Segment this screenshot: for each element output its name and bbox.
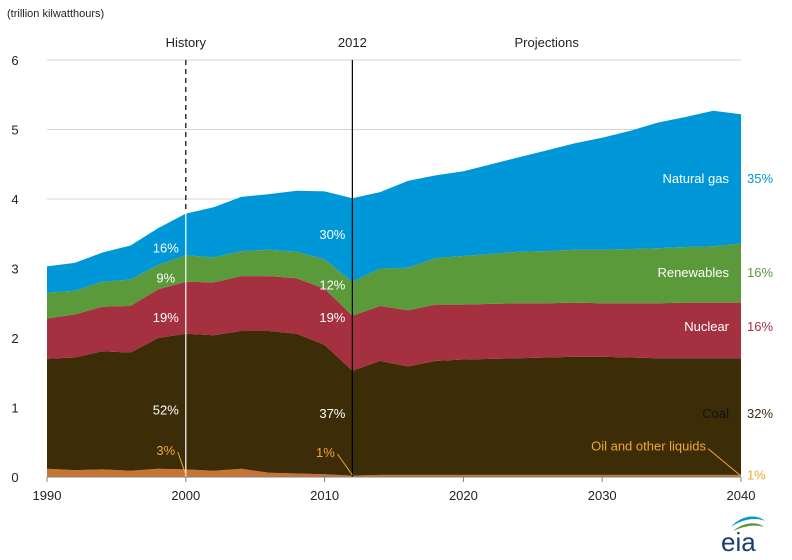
area-series bbox=[47, 110, 741, 477]
annotation-leader-line bbox=[337, 453, 353, 476]
x-tick-label: 2030 bbox=[588, 488, 617, 503]
area-coal bbox=[47, 331, 741, 476]
x-tick-label: 2000 bbox=[171, 488, 200, 503]
logo-swoosh-blue bbox=[731, 516, 765, 527]
x-tick-label: 2040 bbox=[727, 488, 756, 503]
x-tick-label: 2020 bbox=[449, 488, 478, 503]
area-nuclear bbox=[47, 276, 741, 371]
axis-ticks: 0 1 2 3 4 5 6 1990 2000 2010 2020 2030 2040 bbox=[11, 53, 755, 503]
y-tick-label: 5 bbox=[11, 123, 18, 138]
share-annotation: 19% bbox=[153, 310, 179, 325]
area-renewables bbox=[47, 243, 741, 319]
series-label: Coal bbox=[702, 406, 729, 421]
series-share: 16% bbox=[747, 265, 773, 280]
share-annotation: 12% bbox=[319, 277, 345, 292]
logo-swoosh-green bbox=[733, 523, 764, 531]
y-tick-label: 3 bbox=[11, 262, 18, 277]
share-annotation: 1% bbox=[316, 445, 335, 460]
share-annotation: 19% bbox=[319, 310, 345, 325]
y-tick-label: 0 bbox=[11, 470, 18, 485]
share-annotation: 37% bbox=[319, 406, 345, 421]
section-label: Projections bbox=[515, 35, 580, 50]
series-share: 1% bbox=[747, 468, 766, 483]
x-tick-label: 1990 bbox=[33, 488, 62, 503]
series-share: 35% bbox=[747, 171, 773, 186]
logo-text: eia bbox=[721, 527, 756, 557]
y-tick-label: 4 bbox=[11, 192, 18, 207]
series-label: Nuclear bbox=[684, 319, 729, 334]
oil-leader-line bbox=[707, 448, 742, 477]
period-markers bbox=[185, 60, 353, 477]
area-oil-and-other-liquids bbox=[47, 468, 741, 477]
annotation-leader-line bbox=[177, 451, 187, 476]
series-label: Oil and other liquids bbox=[591, 439, 706, 454]
eia-logo: eia bbox=[721, 516, 765, 557]
y-tick-label: 2 bbox=[11, 331, 18, 346]
share-annotation: 3% bbox=[156, 443, 175, 458]
series-label: Renewables bbox=[657, 265, 729, 280]
unit-label: (trillion kilwatthours) bbox=[7, 8, 104, 20]
chart-labels: History 2012 Projections Natural gas 35% Rene… bbox=[153, 35, 774, 483]
share-annotation: 30% bbox=[319, 227, 345, 242]
marker-label: History bbox=[166, 35, 207, 50]
share-annotation: 52% bbox=[153, 403, 179, 418]
y-tick-label: 6 bbox=[11, 53, 18, 68]
share-annotation: 9% bbox=[156, 271, 175, 286]
x-tick-label: 2010 bbox=[310, 488, 339, 503]
series-share: 16% bbox=[747, 319, 773, 334]
series-label: Natural gas bbox=[663, 171, 730, 186]
marker-label: 2012 bbox=[338, 35, 367, 50]
y-tick-label: 1 bbox=[11, 401, 18, 416]
share-annotation: 16% bbox=[153, 241, 179, 256]
series-share: 32% bbox=[747, 406, 773, 421]
area-natural-gas bbox=[47, 110, 741, 293]
